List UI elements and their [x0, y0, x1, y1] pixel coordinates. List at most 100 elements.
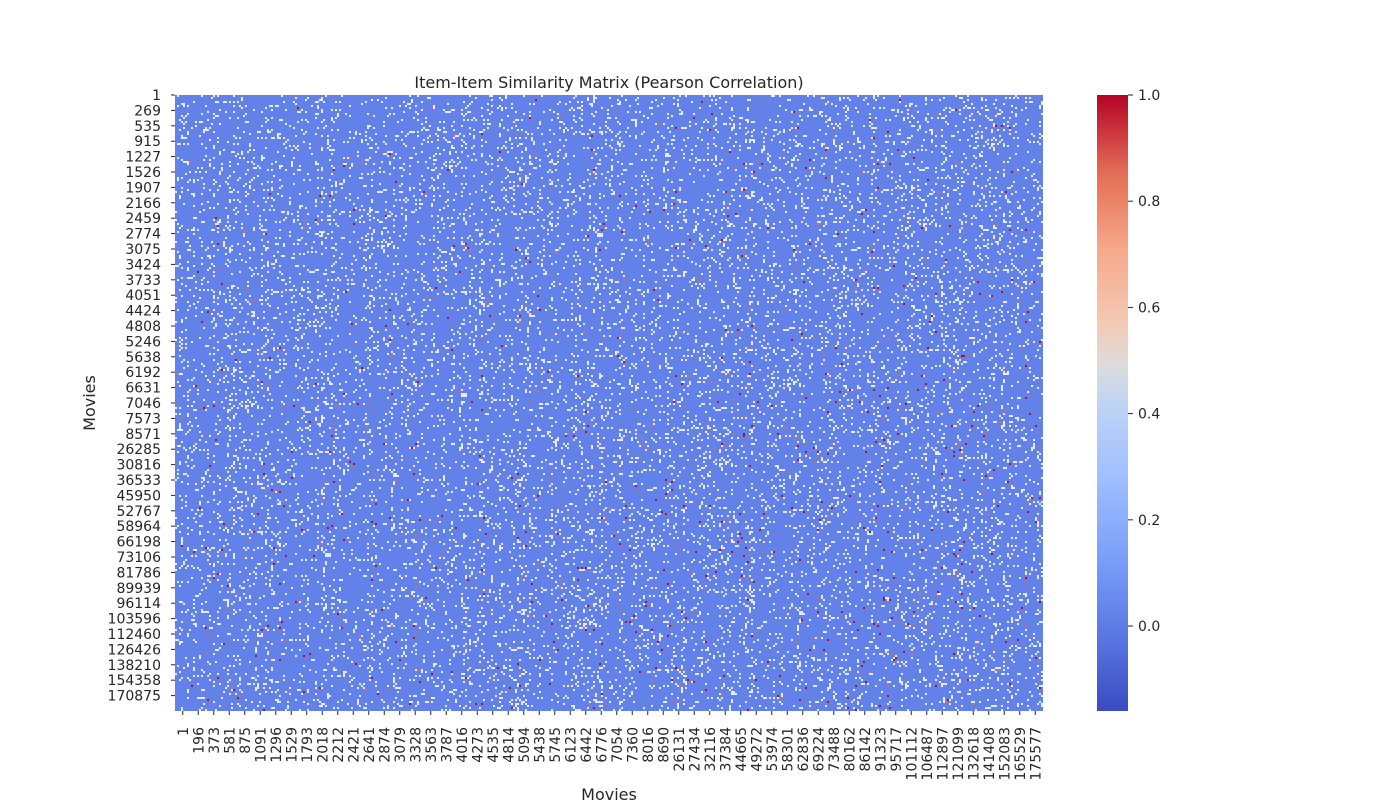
- heatmap-cell: [481, 301, 483, 303]
- heatmap-cell: [247, 639, 249, 641]
- heatmap-cell: [469, 619, 471, 621]
- heatmap-cell: [193, 551, 195, 553]
- heatmap-cell: [237, 697, 239, 699]
- heatmap-cell: [229, 633, 231, 635]
- heatmap-cell: [405, 627, 407, 629]
- heatmap-cell: [357, 701, 359, 703]
- heatmap-cell: [479, 571, 481, 573]
- heatmap-cell: [499, 597, 501, 599]
- heatmap-cell: [371, 233, 373, 235]
- heatmap-cell: [183, 447, 185, 449]
- heatmap-cell: [463, 383, 465, 385]
- heatmap-cell: [199, 211, 201, 213]
- heatmap-cell: [263, 197, 265, 199]
- heatmap-cell: [365, 707, 367, 709]
- heatmap-cell: [315, 409, 317, 411]
- heatmap-cell: [365, 159, 367, 161]
- heatmap-cell: [267, 189, 269, 191]
- heatmap-cell: [271, 431, 273, 433]
- heatmap-cell: [305, 111, 307, 113]
- heatmap-cell: [379, 279, 381, 281]
- heatmap-cell: [313, 271, 315, 273]
- heatmap-cell: [271, 289, 273, 291]
- heatmap-cell: [457, 217, 459, 219]
- heatmap-cell: [425, 527, 427, 529]
- heatmap-cell: [307, 519, 309, 521]
- heatmap-cell: [237, 457, 239, 459]
- heatmap-cell: [291, 327, 293, 329]
- heatmap-cell: [275, 553, 277, 555]
- heatmap-cell: [467, 447, 469, 449]
- heatmap-cell: [423, 287, 425, 289]
- heatmap-cell: [219, 151, 221, 153]
- heatmap-cell: [431, 701, 433, 703]
- heatmap-cell: [265, 367, 267, 369]
- heatmap-cell: [257, 641, 259, 643]
- heatmap-cell: [365, 163, 367, 165]
- heatmap-cell: [447, 317, 449, 319]
- heatmap-cell: [507, 175, 509, 177]
- heatmap-cell: [415, 643, 417, 645]
- heatmap-cell: [371, 601, 373, 603]
- heatmap-cell: [409, 403, 411, 405]
- heatmap-cell: [409, 703, 411, 705]
- heatmap-cell: [353, 451, 355, 453]
- heatmap-cell: [355, 627, 357, 629]
- heatmap-cell: [427, 129, 429, 131]
- heatmap-cell: [247, 457, 249, 459]
- heatmap-cell: [195, 125, 197, 127]
- heatmap-cell: [415, 561, 417, 563]
- heatmap-cell: [359, 363, 361, 365]
- heatmap-cell: [371, 559, 373, 561]
- heatmap-cell: [437, 129, 439, 131]
- heatmap-cell: [213, 117, 215, 119]
- heatmap-cell: [481, 229, 483, 231]
- heatmap-cell: [473, 135, 475, 137]
- heatmap-cell: [327, 143, 329, 145]
- heatmap-cell: [387, 353, 389, 355]
- heatmap-cell: [179, 345, 181, 347]
- heatmap-cell: [435, 133, 437, 135]
- heatmap-cell: [493, 229, 495, 231]
- heatmap-cell: [227, 615, 229, 617]
- heatmap-cell: [503, 487, 505, 489]
- heatmap-cell: [469, 127, 471, 129]
- heatmap-cell: [229, 299, 231, 301]
- heatmap-cell: [385, 437, 387, 439]
- heatmap-cell: [371, 637, 373, 639]
- heatmap-cell: [479, 459, 481, 461]
- heatmap-cell: [307, 579, 309, 581]
- heatmap-cell: [297, 429, 299, 431]
- heatmap-cell: [203, 407, 205, 409]
- heatmap-cell: [249, 595, 251, 597]
- heatmap-cell: [381, 619, 383, 621]
- heatmap-cell: [443, 557, 445, 559]
- heatmap-cell: [189, 305, 191, 307]
- heatmap-cell: [451, 247, 453, 249]
- heatmap-cell: [407, 271, 409, 273]
- heatmap-cell: [321, 167, 323, 169]
- heatmap-cell: [387, 685, 389, 687]
- heatmap-cell: [391, 529, 393, 531]
- heatmap-cell: [223, 245, 225, 247]
- heatmap-cell: [431, 479, 433, 481]
- heatmap-cell: [433, 239, 435, 241]
- heatmap-cell: [421, 333, 423, 335]
- heatmap-cell: [227, 177, 229, 179]
- heatmap-cell: [353, 489, 355, 491]
- heatmap-cell: [427, 697, 429, 699]
- heatmap-cell: [277, 105, 279, 107]
- heatmap-cell: [213, 167, 215, 169]
- heatmap-cell: [443, 549, 445, 551]
- heatmap-cell: [395, 615, 397, 617]
- heatmap-cell: [255, 401, 257, 403]
- heatmap-cell: [335, 429, 337, 431]
- heatmap-cell: [281, 255, 283, 257]
- heatmap-cell: [329, 343, 331, 345]
- heatmap-cell: [405, 541, 407, 543]
- heatmap-cell: [377, 341, 379, 343]
- heatmap-cell: [363, 221, 365, 223]
- heatmap-cell: [201, 435, 203, 437]
- heatmap-cell: [493, 675, 495, 677]
- heatmap-cell: [391, 337, 393, 339]
